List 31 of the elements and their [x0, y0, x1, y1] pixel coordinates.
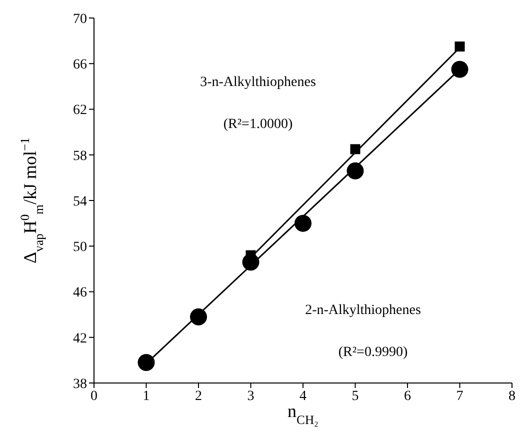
point — [294, 214, 312, 232]
y-tick-label: 58 — [73, 148, 87, 164]
point — [454, 42, 465, 52]
annotation: (R²=0.9990) — [338, 345, 408, 360]
x-tick-label: 4 — [300, 388, 306, 404]
y-tick-label: 50 — [73, 240, 87, 256]
x-tick-label: 1 — [142, 388, 150, 404]
x-tick-label: 0 — [90, 388, 98, 404]
point — [138, 354, 155, 371]
x-tick-label: 7 — [456, 388, 464, 404]
annotation: (R²=1.0000) — [223, 117, 293, 132]
y-tick-label: 46 — [73, 286, 87, 301]
annotation: 3-n-Alkylthiophenes — [200, 75, 316, 90]
y-tick-label: 62 — [73, 103, 87, 118]
point — [242, 254, 260, 271]
x-tick-label: 3 — [247, 388, 254, 404]
y-tick-label: 70 — [73, 12, 87, 27]
annotation: 2-n-Alkylthiophenes — [305, 303, 421, 318]
x-tick-label: 5 — [352, 388, 359, 404]
x-tick-label: 6 — [404, 388, 411, 404]
point — [346, 162, 364, 180]
y-tick-label: 38 — [73, 376, 87, 392]
y-tick-label: 42 — [73, 331, 87, 346]
point — [190, 308, 207, 326]
y-tick-label: 54 — [73, 194, 87, 210]
point — [451, 60, 468, 78]
x-tick-label: 8 — [508, 388, 516, 404]
y-tick-label: 66 — [73, 58, 87, 73]
x-tick-label: 2 — [195, 388, 202, 404]
point — [350, 144, 360, 154]
x-axis-title: n$_{CH₂}$ — [288, 401, 318, 427]
